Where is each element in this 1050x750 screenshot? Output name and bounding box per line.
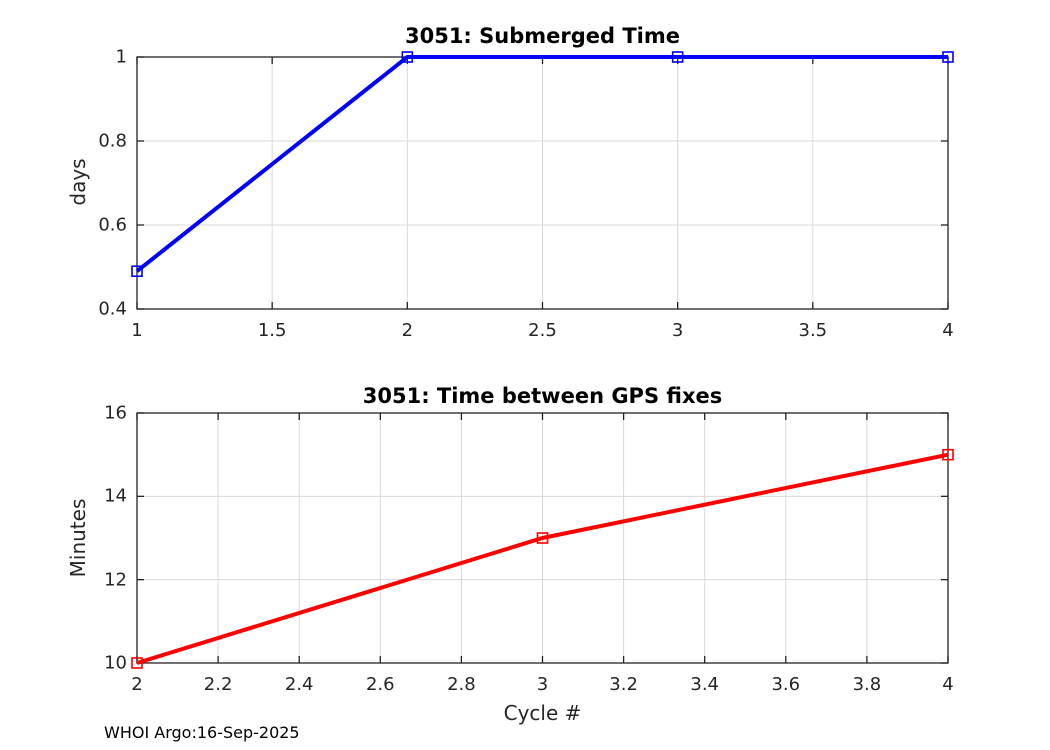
x-tick-label: 3.6: [771, 674, 801, 695]
y-tick-label: 0.8: [98, 130, 127, 152]
submerged-time-marker: [942, 51, 954, 63]
footer-note: WHOI Argo:16-Sep-2025: [104, 723, 300, 742]
y-tick-label: 1: [115, 46, 127, 68]
x-tick-label: 2.6: [365, 674, 395, 695]
y-tick-label: 0.4: [98, 298, 127, 320]
x-tick-label: 4: [942, 674, 954, 695]
x-tick-label: 3: [536, 674, 549, 695]
bottom-plot-xlabel: Cycle #: [503, 701, 582, 725]
submerged-time-line: [135, 55, 948, 273]
bottom-plot-title: 3051: Time between GPS fixes: [362, 384, 723, 408]
y-tick-label: 12: [104, 569, 127, 591]
y-tick-label: 16: [104, 402, 127, 424]
x-tick-label: 3.4: [690, 674, 720, 695]
x-tick-label: 4: [942, 320, 954, 341]
top-plot-title: 3051: Submerged Time: [404, 24, 680, 48]
x-tick-label: 1.5: [257, 320, 287, 341]
gps-fix-interval-marker: [131, 657, 143, 669]
gps-fix-interval-marker: [942, 448, 954, 461]
x-tick-label: 2.2: [203, 674, 233, 695]
submerged-time-marker: [131, 265, 143, 278]
x-tick-label: 1: [131, 320, 143, 341]
x-tick-label: 2.4: [284, 674, 314, 695]
x-tick-label: 2.8: [447, 674, 476, 695]
x-tick-label: 2: [131, 674, 143, 695]
top-plot-ylabel: days: [66, 158, 90, 206]
y-tick-label: 10: [104, 652, 127, 674]
gps-fix-interval-marker: [536, 532, 549, 544]
x-tick-label: 2: [401, 320, 414, 341]
bottom-plot-ylabel: Minutes: [66, 498, 90, 578]
gps-fix-interval-line: [136, 452, 949, 665]
submerged-time-marker: [671, 51, 684, 63]
y-tick-label: 14: [104, 485, 127, 507]
x-tick-label: 2.5: [528, 320, 557, 341]
submerged-time-marker: [401, 51, 414, 63]
y-tick-label: 0.6: [98, 214, 127, 236]
x-tick-label: 3.8: [852, 674, 882, 695]
x-tick-label: 3: [671, 320, 684, 341]
x-tick-label: 3.5: [798, 320, 828, 341]
x-tick-label: 3.2: [609, 674, 638, 695]
